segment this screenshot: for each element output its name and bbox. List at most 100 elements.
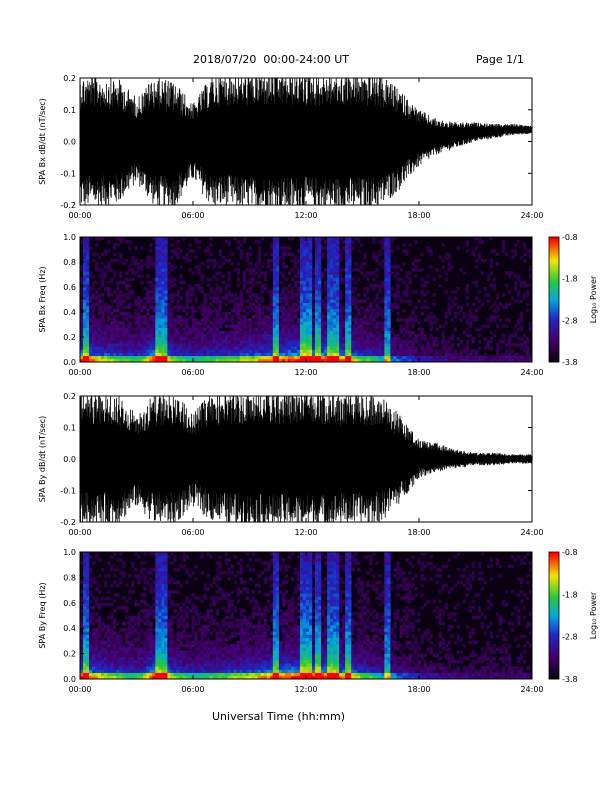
spectrogram-cell xyxy=(299,258,304,263)
spectrogram-cell xyxy=(369,355,373,360)
spectrogram-cell xyxy=(212,305,216,310)
spectrogram-cell xyxy=(176,358,180,363)
spectrogram-cell xyxy=(414,315,418,319)
spectrogram-cell xyxy=(293,343,298,347)
spectrogram-cell xyxy=(429,324,433,328)
spectrogram-cell xyxy=(309,315,313,319)
spectrogram-cell xyxy=(200,302,204,307)
spectrogram-cell xyxy=(309,355,313,360)
spectrogram-cell xyxy=(176,663,180,667)
spectrogram-cell xyxy=(200,343,204,347)
spectrogram-cell xyxy=(89,296,93,300)
spectrogram-cell xyxy=(327,283,331,288)
spectrogram-cell xyxy=(369,337,373,341)
spectrogram-cell xyxy=(260,330,265,335)
spectrogram-cell xyxy=(170,552,174,556)
spectrogram-cell xyxy=(333,252,337,257)
spectrogram-cell xyxy=(239,355,244,360)
spectrogram-cell xyxy=(221,593,225,597)
spectrogram-cell xyxy=(218,577,222,581)
spectrogram-cell xyxy=(501,352,506,357)
spectrogram-cell xyxy=(125,355,129,360)
x-tick-label: 24:00 xyxy=(520,368,543,377)
spectrogram-cell xyxy=(227,312,231,316)
spectrogram-cell xyxy=(233,296,237,300)
spectrogram-cell xyxy=(107,355,111,360)
spectrogram-cell xyxy=(83,268,87,272)
spectrogram-cell xyxy=(426,280,430,285)
spectrogram-cell xyxy=(161,340,165,344)
spectrogram-cell xyxy=(411,290,415,294)
spectrogram-cell xyxy=(134,299,138,303)
spectrogram-cell xyxy=(375,333,379,338)
spectrogram-cell xyxy=(381,315,385,319)
spectrogram-cell xyxy=(131,268,135,272)
spectrogram-cell xyxy=(363,340,367,344)
spectrogram-cell xyxy=(354,321,358,325)
spectrogram-cell xyxy=(330,268,334,272)
spectrogram-cell xyxy=(191,628,195,632)
spectrogram-cell xyxy=(200,631,204,635)
spectrogram-cell xyxy=(209,312,213,316)
spectrogram-cell xyxy=(107,647,111,651)
spectrogram-cell xyxy=(131,580,135,585)
spectrogram-cell xyxy=(182,558,186,562)
spectrogram-cell xyxy=(354,333,358,338)
spectrogram-cell xyxy=(89,305,93,310)
spectrogram-cell xyxy=(330,243,334,247)
spectrogram-cell xyxy=(378,349,382,353)
spectrogram-cell xyxy=(164,240,168,244)
spectrogram-cell xyxy=(140,352,144,357)
spectrogram-cell xyxy=(104,349,108,353)
spectrogram-cell xyxy=(233,346,237,350)
spectrogram-cell xyxy=(131,637,135,642)
spectrogram-cell xyxy=(146,640,150,645)
spectrogram-cell xyxy=(269,324,274,328)
spectrogram-cell xyxy=(275,283,280,288)
spectrogram-cell xyxy=(435,318,439,322)
spectrogram-cell xyxy=(239,666,244,670)
spectrogram-cell xyxy=(167,296,171,300)
spectrogram-cell xyxy=(161,327,165,332)
spectrogram-cell xyxy=(209,340,213,344)
spectrogram-cell xyxy=(212,672,216,677)
spectrogram-cell xyxy=(378,343,382,347)
spectrogram-cell xyxy=(357,355,361,360)
spectrogram-cell xyxy=(239,628,244,632)
spectrogram-cell xyxy=(384,293,388,297)
spectrogram-cell xyxy=(312,324,316,328)
spectrogram-cell xyxy=(80,293,84,297)
spectrogram-cell xyxy=(242,644,247,648)
spectrogram-cell xyxy=(221,321,225,325)
spectrogram-cell xyxy=(164,246,168,250)
spectrogram-cell xyxy=(179,265,183,269)
spectrogram-cell xyxy=(125,343,129,347)
spectrogram-cell xyxy=(309,258,313,263)
spectrogram-cell xyxy=(143,647,147,651)
spectrogram-cell xyxy=(182,358,186,363)
spectrogram-cell xyxy=(495,296,500,300)
spectrogram-cell xyxy=(86,580,90,585)
spectrogram-cell xyxy=(227,644,231,648)
spectrogram-cell xyxy=(309,252,313,257)
spectrogram-cell xyxy=(92,669,96,673)
spectrogram-cell xyxy=(155,333,159,338)
spectrogram-cell xyxy=(164,580,168,585)
spectrogram-cell xyxy=(191,346,195,350)
spectrogram-cell xyxy=(254,358,259,363)
spectrogram-cell xyxy=(212,644,216,648)
spectrogram-cell xyxy=(188,258,192,263)
spectrogram-cell xyxy=(372,324,376,328)
spectrogram-cell xyxy=(92,675,96,680)
spectrogram-cell xyxy=(161,653,165,658)
spectrogram-cell xyxy=(152,318,156,322)
spectrogram-cell xyxy=(191,305,195,310)
spectrogram-cell xyxy=(306,265,310,269)
spectrogram-cell xyxy=(465,290,470,294)
spectrogram-cell xyxy=(203,666,207,670)
spectrogram-cell xyxy=(345,246,349,250)
spectrogram-cell xyxy=(86,293,90,297)
spectrogram-cell xyxy=(284,277,289,282)
spectrogram-cell xyxy=(167,596,171,600)
spectrogram-cell xyxy=(86,571,90,575)
